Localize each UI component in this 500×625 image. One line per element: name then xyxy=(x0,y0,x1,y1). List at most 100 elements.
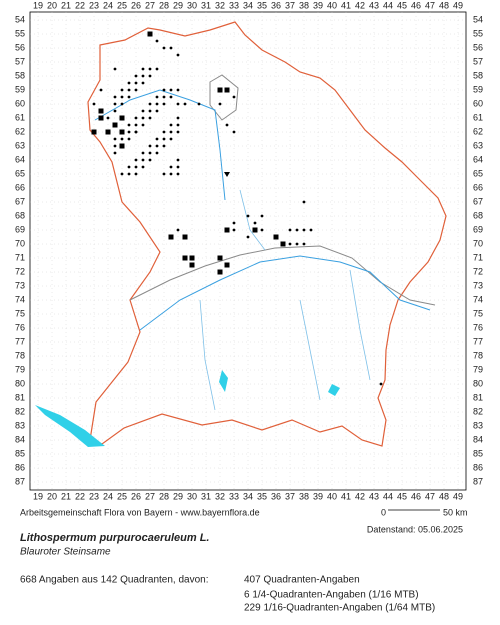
column-label: 43 xyxy=(369,491,379,501)
row-label: 58 xyxy=(473,70,483,80)
occurrence-dot xyxy=(120,137,124,141)
occurrence-dot xyxy=(155,102,159,106)
occurrence-square xyxy=(217,87,223,93)
row-label: 80 xyxy=(473,378,483,388)
column-label: 26 xyxy=(131,0,141,10)
occurrence-dot xyxy=(141,151,145,155)
column-label: 39 xyxy=(313,0,323,10)
occurrence-dot xyxy=(169,46,173,50)
occurrence-dot xyxy=(225,123,229,127)
column-label: 44 xyxy=(383,0,393,10)
occurrence-dot xyxy=(155,95,159,99)
row-label: 67 xyxy=(473,196,483,206)
occurrence-dot xyxy=(232,228,236,232)
occurrence-dot xyxy=(141,109,145,113)
occurrence-dot xyxy=(302,200,306,204)
occurrence-dot xyxy=(127,88,131,92)
scale-start: 0 xyxy=(381,507,386,517)
occurrence-dot xyxy=(169,88,173,92)
row-label: 70 xyxy=(473,238,483,248)
occurrence-square xyxy=(252,227,258,233)
occurrence-dot xyxy=(169,172,173,176)
row-label: 67 xyxy=(15,196,25,206)
occurrence-square xyxy=(105,129,111,135)
column-label: 21 xyxy=(61,491,71,501)
column-label: 34 xyxy=(243,0,253,10)
occurrence-dot xyxy=(127,165,131,169)
occurrence-dot xyxy=(169,123,173,127)
occurrence-square xyxy=(119,129,125,135)
occurrence-dot xyxy=(134,116,138,120)
column-label: 20 xyxy=(47,0,57,10)
row-label: 69 xyxy=(15,224,25,234)
column-label: 47 xyxy=(425,491,435,501)
column-label: 27 xyxy=(145,491,155,501)
occurrence-dot xyxy=(141,158,145,162)
row-label: 74 xyxy=(15,294,25,304)
row-label: 81 xyxy=(15,392,25,402)
occurrence-dot xyxy=(127,123,131,127)
column-label: 34 xyxy=(243,491,253,501)
occurrence-dot xyxy=(141,123,145,127)
row-label: 65 xyxy=(15,168,25,178)
occurrence-dot xyxy=(141,165,145,169)
column-label: 31 xyxy=(201,0,211,10)
row-label: 79 xyxy=(15,364,25,374)
summary-line: 229 1/16-Quadranten-Angaben (1/64 MTB) xyxy=(244,603,435,614)
occurrences xyxy=(91,31,383,386)
column-label: 49 xyxy=(453,0,463,10)
occurrence-dot xyxy=(134,123,138,127)
occurrence-dot xyxy=(302,242,306,246)
row-label: 83 xyxy=(473,420,483,430)
row-label: 87 xyxy=(15,476,25,486)
occurrence-dot xyxy=(141,81,145,85)
row-label: 64 xyxy=(473,154,483,164)
occurrence-dot xyxy=(127,81,131,85)
occurrence-dot xyxy=(260,228,264,232)
row-label: 78 xyxy=(15,350,25,360)
column-label: 49 xyxy=(453,491,463,501)
occurrence-dot xyxy=(148,144,152,148)
occurrence-square xyxy=(280,241,286,247)
column-label: 37 xyxy=(285,0,295,10)
column-label: 37 xyxy=(285,491,295,501)
column-label: 39 xyxy=(313,491,323,501)
column-label: 45 xyxy=(397,491,407,501)
row-label: 72 xyxy=(473,266,483,276)
occurrence-dot xyxy=(148,158,152,162)
occurrence-dot xyxy=(176,158,180,162)
summary-total: 668 Angaben aus 142 Quadranten, davon: xyxy=(20,575,209,586)
occurrence-dot xyxy=(155,137,159,141)
occurrence-dot xyxy=(134,74,138,78)
row-label: 65 xyxy=(473,168,483,178)
occurrence-dot xyxy=(169,130,173,134)
occurrence-dot xyxy=(162,144,166,148)
occurrence-dot xyxy=(155,39,159,43)
row-label: 57 xyxy=(15,56,25,66)
occurrence-dot xyxy=(162,130,166,134)
occurrence-dot xyxy=(176,172,180,176)
column-label: 32 xyxy=(215,0,225,10)
occurrence-dot xyxy=(113,102,117,106)
occurrence-square xyxy=(217,269,223,275)
occurrence-dot xyxy=(99,88,103,92)
occurrence-triangle xyxy=(224,172,230,177)
row-label: 66 xyxy=(473,182,483,192)
occurrence-dot xyxy=(288,242,292,246)
occurrence-square xyxy=(112,122,118,128)
occurrence-dot xyxy=(120,88,124,92)
column-label: 19 xyxy=(33,0,43,10)
row-label: 74 xyxy=(473,294,483,304)
occurrence-dot xyxy=(176,53,180,57)
column-label: 28 xyxy=(159,491,169,501)
occurrence-dot xyxy=(134,165,138,169)
occurrence-square xyxy=(217,255,223,261)
column-label: 23 xyxy=(89,491,99,501)
column-label: 41 xyxy=(341,491,351,501)
lake xyxy=(219,370,340,396)
summary-line: 407 Quadranten-Angaben xyxy=(244,575,360,586)
row-label: 73 xyxy=(473,280,483,290)
occurrence-dot xyxy=(302,228,306,232)
column-label: 22 xyxy=(75,491,85,501)
column-label: 33 xyxy=(229,0,239,10)
